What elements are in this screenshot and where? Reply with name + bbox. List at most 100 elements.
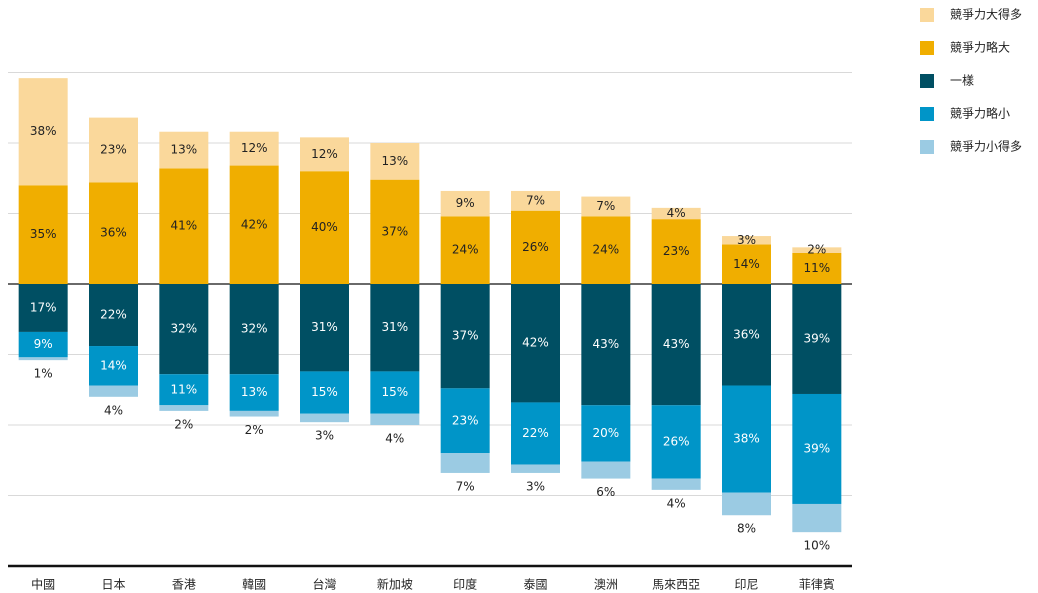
bar-segment bbox=[370, 179, 420, 284]
x-tick-label: 香港 bbox=[172, 578, 196, 592]
x-tick-label: 印度 bbox=[453, 577, 477, 592]
bar-segment bbox=[18, 284, 68, 332]
bar-segment bbox=[722, 244, 771, 284]
data-label: 2% bbox=[245, 423, 264, 437]
bar-segment bbox=[229, 131, 279, 166]
data-label: 7% bbox=[526, 193, 545, 207]
data-label: 24% bbox=[592, 243, 619, 257]
bar-segment bbox=[229, 374, 279, 411]
bar-segment bbox=[440, 388, 490, 454]
bar-segment bbox=[18, 357, 68, 361]
bar-segment bbox=[89, 385, 138, 397]
bar-segment bbox=[440, 216, 490, 284]
bar-segment bbox=[511, 284, 560, 403]
data-label: 2% bbox=[807, 243, 826, 257]
bar-segment bbox=[229, 165, 279, 284]
data-label: 40% bbox=[311, 220, 338, 234]
bar-segment bbox=[792, 393, 842, 504]
bar-segment bbox=[722, 492, 771, 516]
bar-segment bbox=[89, 284, 138, 347]
data-label: 35% bbox=[30, 227, 57, 241]
x-tick-label: 澳洲 bbox=[594, 578, 618, 592]
bar-segment bbox=[581, 461, 631, 479]
data-label: 23% bbox=[663, 244, 690, 258]
bar-segment bbox=[440, 284, 490, 389]
data-label: 39% bbox=[803, 441, 830, 455]
data-label: 32% bbox=[170, 322, 197, 336]
data-label: 17% bbox=[30, 300, 57, 314]
data-label: 3% bbox=[737, 233, 756, 247]
bar-segment bbox=[651, 478, 701, 490]
x-tick-label: 菲律賓 bbox=[799, 577, 835, 592]
x-tick-label: 日本 bbox=[101, 578, 125, 592]
data-label: 9% bbox=[34, 337, 53, 351]
legend-swatch bbox=[920, 74, 934, 88]
bar-segment bbox=[159, 284, 209, 375]
x-tick-label: 馬來西亞 bbox=[652, 578, 700, 592]
data-label: 42% bbox=[241, 217, 268, 231]
data-label: 11% bbox=[803, 261, 830, 275]
x-tick-label: 新加坡 bbox=[377, 577, 413, 592]
data-label: 31% bbox=[381, 320, 408, 334]
bar-segment bbox=[370, 413, 420, 425]
data-label: 8% bbox=[737, 522, 756, 536]
data-label: 13% bbox=[170, 143, 197, 157]
data-label: 43% bbox=[663, 337, 690, 351]
bar-segment bbox=[511, 402, 560, 465]
bar-segment bbox=[300, 371, 349, 414]
data-label: 14% bbox=[733, 257, 760, 271]
data-label: 12% bbox=[311, 147, 338, 161]
bar-segment bbox=[300, 284, 349, 372]
legend-label: 競爭力略大 bbox=[950, 40, 1010, 55]
legend-swatch bbox=[920, 140, 934, 154]
data-label: 22% bbox=[100, 308, 127, 322]
legend-swatch bbox=[920, 8, 934, 22]
data-label: 23% bbox=[100, 143, 127, 157]
data-label: 42% bbox=[522, 336, 549, 350]
data-label: 15% bbox=[311, 385, 338, 399]
bar-segment bbox=[722, 236, 771, 245]
bar-segment bbox=[651, 219, 701, 284]
bar-segment bbox=[229, 410, 279, 417]
bar-segment bbox=[159, 374, 209, 406]
bar-segment bbox=[229, 284, 279, 375]
x-tick-label: 泰國 bbox=[523, 578, 547, 592]
legend-swatch bbox=[920, 107, 934, 121]
x-tick-label: 中國 bbox=[31, 577, 55, 592]
data-label: 39% bbox=[803, 331, 830, 345]
data-label: 15% bbox=[381, 385, 408, 399]
data-label: 26% bbox=[663, 434, 690, 448]
bar-segment bbox=[722, 284, 771, 386]
bar-segment bbox=[511, 464, 560, 473]
data-label: 13% bbox=[381, 154, 408, 168]
bar-segment bbox=[440, 190, 490, 217]
x-tick-label: 印尼 bbox=[734, 578, 758, 592]
data-label: 4% bbox=[667, 496, 686, 510]
bar-segment bbox=[581, 284, 631, 406]
data-label: 38% bbox=[733, 432, 760, 446]
bar-segment bbox=[89, 346, 138, 386]
bar-segment bbox=[511, 210, 560, 284]
legend-label: 競爭力大得多 bbox=[950, 7, 1022, 22]
bar-segment bbox=[370, 371, 420, 414]
data-label: 7% bbox=[456, 479, 475, 493]
bar-segment bbox=[159, 405, 209, 411]
bar-segment bbox=[511, 190, 560, 211]
data-label: 22% bbox=[522, 426, 549, 440]
data-label: 6% bbox=[596, 485, 615, 499]
bar-segment bbox=[370, 284, 420, 372]
x-tick-label: 台灣 bbox=[312, 577, 336, 592]
data-label: 23% bbox=[452, 413, 479, 427]
data-label: 10% bbox=[803, 539, 830, 553]
bar-segment bbox=[159, 168, 209, 284]
data-label: 20% bbox=[592, 426, 619, 440]
bar-segment bbox=[18, 78, 68, 186]
bar-segment bbox=[18, 185, 68, 284]
data-label: 36% bbox=[100, 226, 127, 240]
legend-label: 一樣 bbox=[950, 73, 974, 88]
data-label: 9% bbox=[456, 196, 475, 210]
data-label: 2% bbox=[174, 417, 193, 431]
legend-label: 競爭力略小 bbox=[950, 106, 1010, 121]
data-label: 14% bbox=[100, 358, 127, 372]
